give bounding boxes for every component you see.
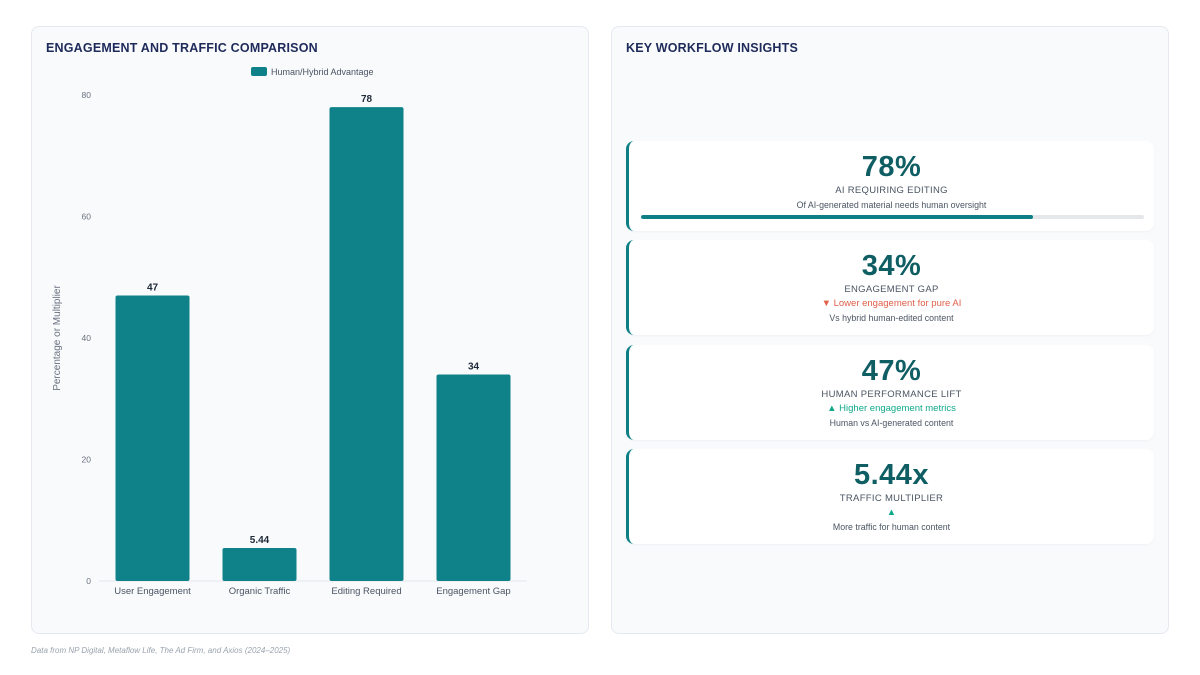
insight-description: Human vs AI-generated content	[829, 418, 954, 428]
source-footnote: Data from NP Digital, Metaflow Life, The…	[31, 646, 291, 655]
x-tick-label: User Engagement	[114, 586, 191, 597]
insights-panel-title: KEY WORKFLOW INSIGHTS	[626, 41, 799, 55]
insight-value: 47%	[861, 355, 922, 387]
insight-card-traffic-multiplier: 5.44x TRAFFIC MULTIPLIER ▲ More traffic …	[626, 449, 1154, 544]
insight-delta-up: ▲ Higher engagement metrics	[827, 403, 956, 414]
insight-card-engagement-gap: 34% ENGAGEMENT GAP ▼ Lower engagement fo…	[626, 240, 1154, 335]
progress-bar	[641, 215, 1144, 219]
insight-description: Vs hybrid human-edited content	[829, 313, 954, 323]
legend-label: Human/Hybrid Advantage	[271, 67, 374, 77]
insight-delta-down: ▼ Lower engagement for pure AI	[821, 298, 962, 309]
y-tick-label: 80	[82, 90, 92, 100]
bar	[436, 374, 511, 581]
bar-data-label: 47	[147, 282, 159, 293]
insight-label: AI REQUIRING EDITING	[835, 185, 948, 196]
bar	[329, 107, 404, 582]
insights-panel: KEY WORKFLOW INSIGHTS 78% AI REQUIRING E…	[611, 26, 1169, 634]
bar-data-label: 78	[361, 94, 373, 105]
insight-value: 34%	[861, 250, 922, 282]
x-tick-label: Editing Required	[331, 586, 401, 597]
insight-description: Of AI-generated material needs human ove…	[796, 200, 987, 210]
y-tick-label: 0	[86, 576, 91, 586]
x-tick-label: Engagement Gap	[436, 586, 510, 597]
insight-description: More traffic for human content	[832, 522, 951, 532]
insight-card-performance-lift: 47% HUMAN PERFORMANCE LIFT ▲ Higher enga…	[626, 345, 1154, 440]
insight-label: TRAFFIC MULTIPLIER	[839, 493, 944, 504]
bar-chart: 0 20 40 60 80 Percentage or Multiplier Human/H…	[52, 67, 527, 597]
y-tick-label: 20	[82, 455, 92, 465]
bar-data-label: 5.44	[250, 535, 270, 546]
bar	[115, 295, 190, 581]
insight-value: 78%	[861, 151, 922, 183]
chart-panel: ENGAGEMENT AND TRAFFIC COMPARISON 0 20 40 6…	[31, 26, 589, 634]
insight-value: 5.44x	[853, 459, 930, 491]
bar	[222, 547, 297, 581]
legend-swatch	[251, 67, 267, 76]
y-axis-label: Percentage or Multiplier	[52, 285, 63, 391]
y-tick-label: 40	[82, 333, 92, 343]
x-tick-label: Organic Traffic	[229, 586, 291, 597]
y-tick-label: 60	[82, 212, 92, 222]
insight-card-editing: 78% AI REQUIRING EDITING Of AI-generated…	[626, 141, 1154, 231]
progress-fill	[641, 215, 1034, 219]
bar-data-label: 34	[468, 361, 480, 372]
chart-panel-title: ENGAGEMENT AND TRAFFIC COMPARISON	[46, 41, 318, 55]
insight-delta-up: ▲	[886, 507, 897, 518]
insight-label: HUMAN PERFORMANCE LIFT	[821, 389, 962, 400]
insight-label: ENGAGEMENT GAP	[844, 284, 939, 295]
